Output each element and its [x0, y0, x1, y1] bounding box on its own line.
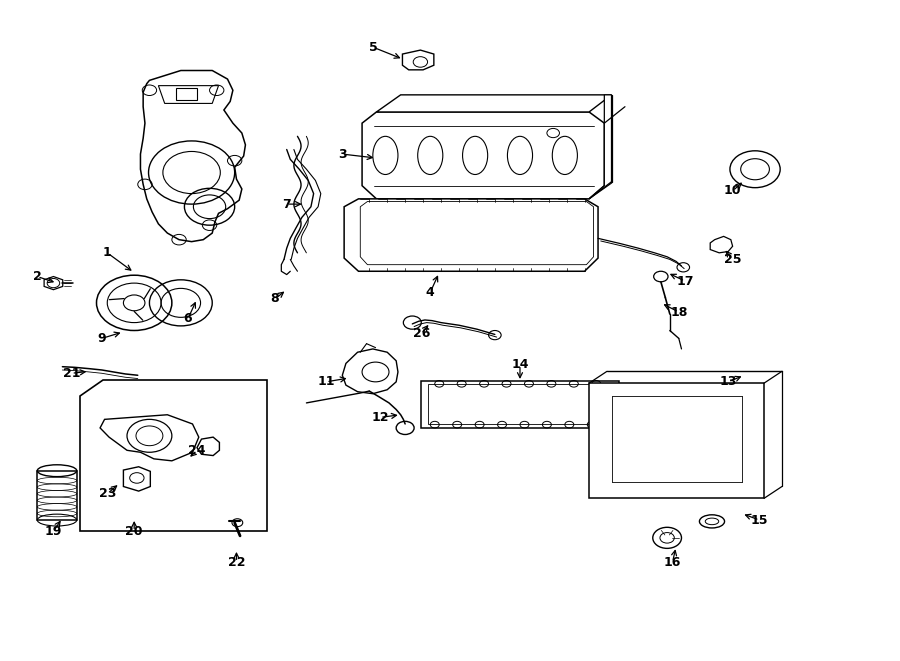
Polygon shape — [342, 349, 398, 394]
Text: 23: 23 — [99, 487, 116, 500]
Text: 13: 13 — [719, 375, 737, 389]
Text: 1: 1 — [103, 247, 112, 259]
Polygon shape — [344, 199, 598, 271]
Polygon shape — [100, 414, 199, 461]
Polygon shape — [376, 95, 611, 112]
Text: 7: 7 — [283, 198, 291, 211]
Text: 21: 21 — [63, 367, 80, 380]
Polygon shape — [44, 276, 63, 290]
Polygon shape — [590, 95, 611, 199]
Text: 2: 2 — [33, 270, 41, 283]
Polygon shape — [158, 86, 219, 103]
Bar — [421, 381, 618, 428]
Polygon shape — [590, 383, 764, 498]
Text: 25: 25 — [724, 253, 742, 266]
Text: 16: 16 — [664, 556, 681, 568]
Text: 4: 4 — [426, 286, 435, 299]
Text: 24: 24 — [188, 444, 206, 457]
Text: 26: 26 — [412, 327, 430, 340]
Text: 8: 8 — [271, 292, 279, 305]
Text: 9: 9 — [97, 332, 106, 345]
Polygon shape — [362, 112, 604, 199]
Polygon shape — [80, 380, 267, 531]
Text: 17: 17 — [676, 274, 694, 288]
Polygon shape — [123, 467, 150, 491]
Text: 5: 5 — [369, 41, 378, 54]
Polygon shape — [197, 437, 220, 455]
Polygon shape — [37, 471, 76, 520]
Text: 6: 6 — [184, 312, 193, 325]
Text: 22: 22 — [228, 556, 245, 568]
Text: 19: 19 — [45, 525, 62, 538]
Text: 15: 15 — [751, 514, 769, 527]
Text: 18: 18 — [670, 305, 688, 319]
Text: 20: 20 — [125, 525, 143, 538]
Polygon shape — [402, 50, 434, 70]
Text: 12: 12 — [372, 411, 389, 424]
Polygon shape — [140, 71, 246, 242]
Text: 3: 3 — [338, 147, 346, 161]
Bar — [428, 385, 611, 424]
Text: 14: 14 — [511, 358, 528, 371]
Text: 10: 10 — [724, 184, 742, 198]
Polygon shape — [710, 237, 733, 253]
Text: 11: 11 — [318, 375, 335, 389]
